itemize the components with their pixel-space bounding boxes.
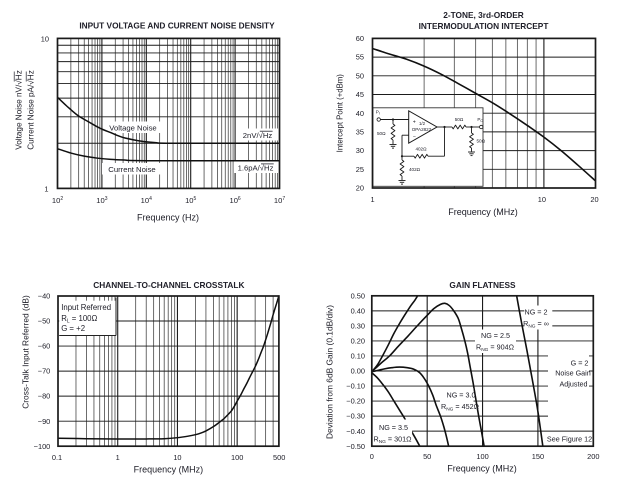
- svg-text:NG = 3.0: NG = 3.0: [447, 390, 476, 399]
- svg-text:25: 25: [356, 165, 364, 174]
- svg-text:GAIN FLATNESS: GAIN FLATNESS: [449, 280, 516, 290]
- svg-text:40: 40: [356, 109, 364, 118]
- svg-text:50Ω: 50Ω: [455, 117, 464, 122]
- svg-text:RNG = 301Ω: RNG = 301Ω: [374, 435, 413, 446]
- svg-text:402Ω: 402Ω: [415, 147, 427, 152]
- svg-text:−0.50: −0.50: [346, 442, 365, 451]
- svg-text:50Ω: 50Ω: [477, 139, 486, 144]
- svg-text:−80: −80: [38, 392, 51, 401]
- svg-text:1: 1: [44, 184, 48, 193]
- svg-text:−0.40: −0.40: [346, 427, 365, 436]
- svg-text:10: 10: [173, 453, 181, 462]
- svg-text:−50: −50: [38, 317, 51, 326]
- svg-text:105: 105: [185, 196, 196, 205]
- svg-text:PO: PO: [477, 117, 483, 123]
- svg-text:RNG = 452Ω: RNG = 452Ω: [441, 402, 480, 413]
- svg-text:Cross-Talk Input Referred (dB): Cross-Talk Input Referred (dB): [21, 295, 31, 409]
- svg-text:G = 2: G = 2: [571, 358, 589, 367]
- svg-text:150: 150: [532, 452, 544, 461]
- svg-text:103: 103: [96, 196, 107, 205]
- svg-text:107: 107: [274, 196, 285, 205]
- svg-text:1: 1: [116, 453, 120, 462]
- svg-text:10: 10: [41, 34, 49, 43]
- svg-text:Deviation from 6dB Gain (0.1dB: Deviation from 6dB Gain (0.1dB/div): [325, 305, 335, 439]
- svg-text:100: 100: [231, 453, 243, 462]
- svg-text:Frequency (MHz): Frequency (MHz): [448, 207, 518, 217]
- svg-text:50Ω: 50Ω: [377, 131, 386, 136]
- svg-text:50: 50: [356, 71, 364, 80]
- svg-text:Current Noise pA/√Hz: Current Noise pA/√Hz: [27, 70, 36, 150]
- svg-text:20: 20: [590, 195, 598, 204]
- svg-text:1: 1: [370, 195, 374, 204]
- svg-text:RNG = 904Ω: RNG = 904Ω: [476, 343, 515, 354]
- svg-text:−0.10: −0.10: [346, 382, 365, 391]
- svg-text:Frequency (Hz): Frequency (Hz): [137, 212, 199, 222]
- svg-text:Noise Gain: Noise Gain: [555, 369, 591, 378]
- svg-text:NG = 2: NG = 2: [525, 307, 548, 316]
- svg-text:−0.20: −0.20: [346, 397, 365, 406]
- svg-text:OPA2822: OPA2822: [412, 127, 432, 132]
- svg-text:106: 106: [229, 196, 240, 205]
- svg-text:Adjusted: Adjusted: [560, 379, 588, 388]
- svg-text:−0.30: −0.30: [346, 412, 365, 421]
- svg-text:45: 45: [356, 90, 364, 99]
- svg-text:402Ω: 402Ω: [409, 167, 421, 172]
- svg-text:See Figure 12: See Figure 12: [547, 434, 592, 443]
- svg-text:RL = 100Ω: RL = 100Ω: [61, 314, 97, 325]
- svg-text:1.6pA/√Hz: 1.6pA/√Hz: [238, 164, 274, 173]
- svg-text:Voltage Noise nV/√Hz: Voltage Noise nV/√Hz: [15, 70, 24, 150]
- svg-text:−60: −60: [38, 342, 51, 351]
- svg-text:−70: −70: [38, 367, 51, 376]
- svg-text:0.20: 0.20: [351, 337, 365, 346]
- svg-text:Voltage Noise: Voltage Noise: [109, 124, 156, 133]
- svg-text:PI: PI: [376, 110, 380, 116]
- svg-text:55: 55: [356, 53, 364, 62]
- svg-text:10: 10: [538, 195, 546, 204]
- svg-text:100: 100: [476, 452, 488, 461]
- svg-text:50: 50: [423, 452, 431, 461]
- svg-text:−: −: [413, 134, 416, 140]
- svg-text:0.10: 0.10: [351, 352, 365, 361]
- svg-text:0.30: 0.30: [351, 321, 365, 330]
- svg-text:Current Noise: Current Noise: [108, 165, 155, 174]
- svg-text:Frequency (MHz): Frequency (MHz): [134, 465, 204, 475]
- svg-text:G = +2: G = +2: [61, 324, 85, 333]
- svg-text:CHANNEL-TO-CHANNEL CROSSTALK: CHANNEL-TO-CHANNEL CROSSTALK: [93, 280, 244, 290]
- svg-text:RNG = ∞: RNG = ∞: [523, 319, 549, 330]
- svg-text:104: 104: [141, 196, 152, 205]
- svg-text:0.00: 0.00: [351, 367, 365, 376]
- svg-text:INPUT VOLTAGE AND CURRENT NOIS: INPUT VOLTAGE AND CURRENT NOISE DENSITY: [79, 21, 275, 31]
- svg-text:35: 35: [356, 128, 364, 137]
- svg-text:1/2: 1/2: [419, 121, 426, 126]
- svg-text:0: 0: [370, 452, 374, 461]
- svg-text:−40: −40: [38, 292, 51, 301]
- svg-text:NG = 3.5: NG = 3.5: [379, 423, 408, 432]
- svg-text:0.1: 0.1: [52, 453, 62, 462]
- svg-text:2nV/√Hz: 2nV/√Hz: [243, 131, 273, 140]
- svg-text:Input Referred: Input Referred: [61, 303, 111, 312]
- svg-text:2-TONE, 3rd-ORDER: 2-TONE, 3rd-ORDER: [443, 10, 524, 20]
- svg-text:500: 500: [273, 453, 285, 462]
- svg-text:Frequency (MHz): Frequency (MHz): [447, 464, 517, 474]
- svg-text:60: 60: [356, 34, 364, 43]
- svg-text:+: +: [413, 119, 416, 125]
- svg-text:Intercept Point (+dBm): Intercept Point (+dBm): [336, 74, 345, 153]
- svg-text:INTERMODULATION INTERCEPT: INTERMODULATION INTERCEPT: [419, 21, 549, 31]
- svg-text:−90: −90: [38, 417, 51, 426]
- svg-text:30: 30: [356, 146, 364, 155]
- svg-text:0.40: 0.40: [351, 306, 365, 315]
- svg-text:−100: −100: [34, 442, 51, 451]
- svg-text:0.50: 0.50: [351, 291, 365, 300]
- svg-text:102: 102: [52, 196, 63, 205]
- svg-text:20: 20: [356, 184, 364, 193]
- svg-text:200: 200: [587, 452, 599, 461]
- svg-text:NG = 2.5: NG = 2.5: [481, 331, 510, 340]
